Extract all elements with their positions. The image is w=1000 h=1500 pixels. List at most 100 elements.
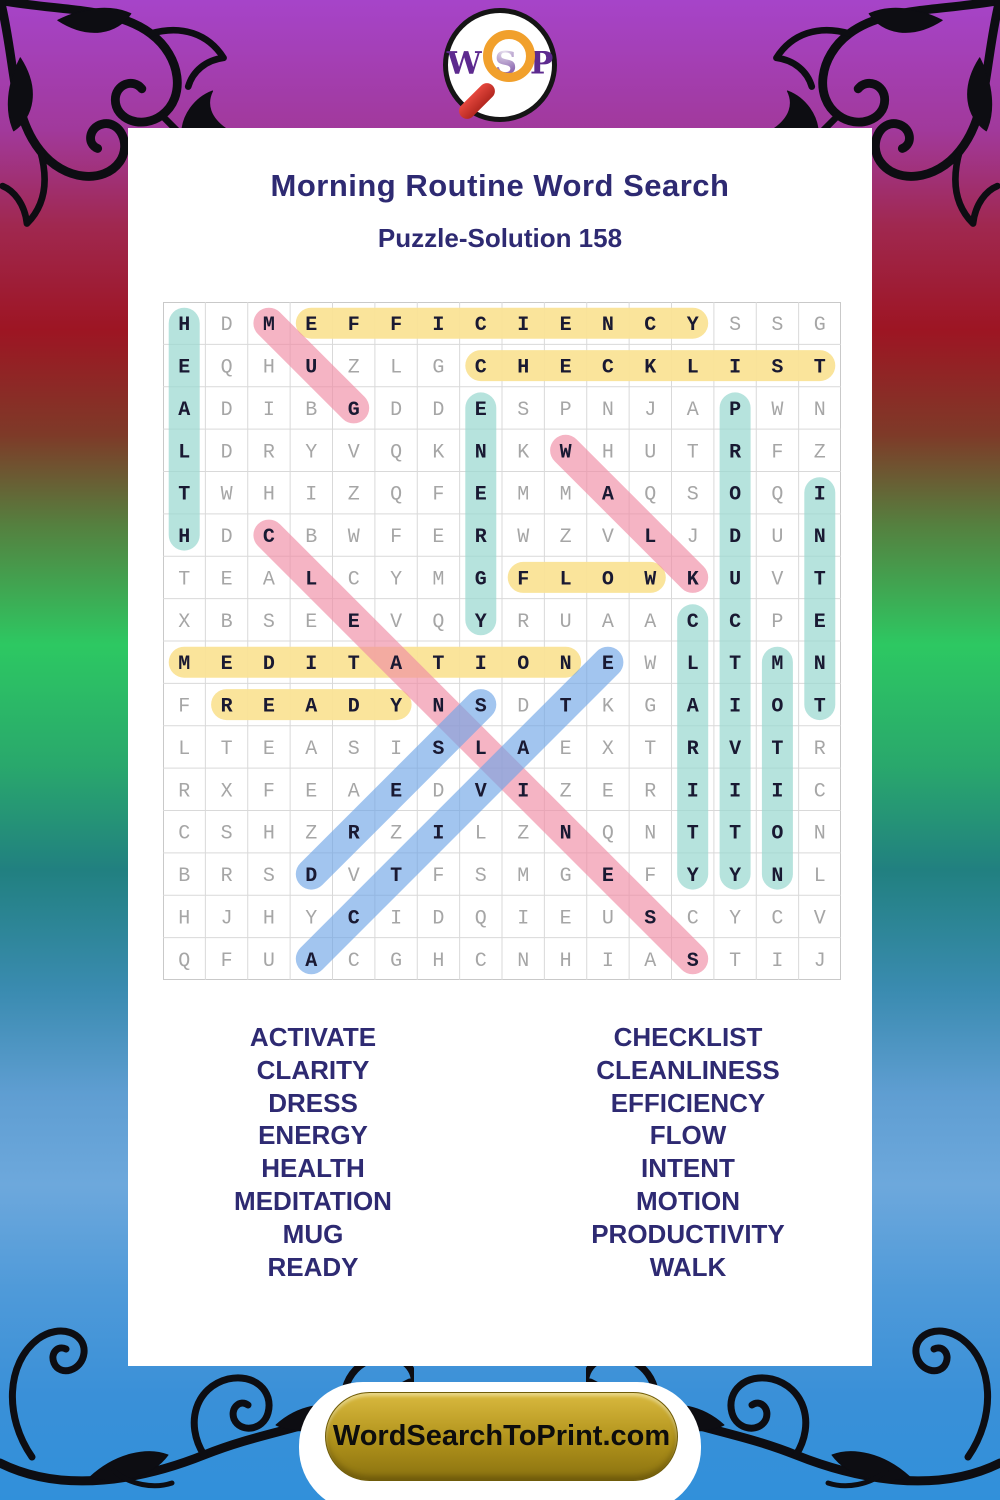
- grid-cell: C: [475, 314, 487, 337]
- grid-cell: I: [602, 950, 614, 973]
- grid-cell: A: [517, 738, 529, 761]
- grid-cell: R: [644, 780, 656, 803]
- grid-cell: U: [771, 526, 783, 549]
- solution-highlight: [550, 434, 709, 593]
- grid-cell: G: [432, 357, 444, 380]
- grid-cell: G: [644, 696, 656, 719]
- grid-cell: R: [221, 696, 233, 719]
- grid-cell: D: [263, 653, 275, 676]
- grid-cell: N: [644, 823, 656, 846]
- grid-cell: A: [305, 696, 317, 719]
- grid-cell: V: [390, 611, 402, 634]
- grid-cell: V: [602, 526, 614, 549]
- grid-cell: N: [771, 865, 783, 888]
- grid-cell: G: [390, 950, 402, 973]
- grid-cell: I: [305, 653, 317, 676]
- grid-cell: Y: [475, 611, 487, 634]
- grid-cell: L: [390, 357, 402, 380]
- grid-cell: O: [771, 823, 783, 846]
- word-list-item: CLEANLINESS: [596, 1054, 780, 1085]
- grid-cell: A: [305, 738, 317, 761]
- grid-cell: L: [305, 568, 317, 591]
- grid-cell: T: [687, 823, 699, 846]
- grid-cell: S: [644, 907, 656, 930]
- grid-cell: E: [475, 399, 487, 422]
- grid-cell: I: [432, 314, 444, 337]
- grid-cell: F: [348, 314, 360, 337]
- grid-cell: R: [687, 738, 699, 761]
- grid-cell: T: [390, 865, 402, 888]
- grid-cell: K: [644, 357, 656, 380]
- grid-cell: T: [644, 738, 656, 761]
- grid-cell: H: [178, 526, 190, 549]
- grid-cell: E: [560, 357, 572, 380]
- grid-cell: F: [771, 441, 783, 464]
- grid-cell: H: [432, 950, 444, 973]
- grid-cell: R: [348, 823, 360, 846]
- grid-cell: D: [221, 399, 233, 422]
- grid-cell: N: [475, 441, 487, 464]
- grid-cell: Q: [771, 484, 783, 507]
- solution-highlight: [295, 689, 497, 890]
- grid-cell: L: [814, 865, 826, 888]
- word-list-item: ENERGY: [258, 1120, 368, 1151]
- solution-highlight: [253, 307, 370, 424]
- grid-cell: J: [814, 950, 826, 973]
- grid-cell: N: [560, 653, 572, 676]
- grid-cell: A: [390, 653, 402, 676]
- grid-cell: M: [517, 865, 529, 888]
- grid-cell: E: [602, 653, 614, 676]
- grid-cell: N: [814, 399, 826, 422]
- grid-cell: A: [602, 484, 614, 507]
- word-list-item: INTENT: [641, 1153, 735, 1184]
- grid-cell: A: [644, 950, 656, 973]
- site-link-button[interactable]: WordSearchToPrint.com: [325, 1392, 678, 1481]
- puzzle-card: Morning Routine Word Search Puzzle-Solut…: [128, 128, 872, 1366]
- grid-cell: E: [221, 568, 233, 591]
- grid-cell: I: [390, 907, 402, 930]
- grid-cell: I: [771, 780, 783, 803]
- grid-cell: S: [263, 611, 275, 634]
- grid-cell: T: [814, 357, 826, 380]
- grid-cell: H: [560, 950, 572, 973]
- grid-cell: W: [560, 441, 572, 464]
- grid-cell: V: [729, 738, 741, 761]
- grid-cell: W: [771, 399, 783, 422]
- grid-cell: V: [771, 568, 783, 591]
- grid-cell: S: [348, 738, 360, 761]
- grid-cell: B: [305, 526, 317, 549]
- grid-cell: Y: [687, 314, 699, 337]
- grid-cell: Q: [221, 357, 233, 380]
- grid-cell: X: [178, 611, 190, 634]
- grid-cell: H: [517, 357, 529, 380]
- word-list-item: CHECKLIST: [613, 1022, 763, 1052]
- grid-cell: T: [221, 738, 233, 761]
- grid-cell: B: [305, 399, 317, 422]
- grid-cell: E: [263, 696, 275, 719]
- grid-cell: Z: [348, 357, 360, 380]
- word-list-item: PRODUCTIVITY: [591, 1218, 785, 1249]
- grid-cell: I: [432, 823, 444, 846]
- grid-cell: K: [602, 696, 614, 719]
- grid-cell: T: [687, 441, 699, 464]
- grid-cell: I: [729, 357, 741, 380]
- grid-cell: H: [263, 823, 275, 846]
- grid-cell: A: [644, 611, 656, 634]
- grid-cell: I: [305, 484, 317, 507]
- grid-cell: W: [644, 568, 656, 591]
- grid-cell: A: [263, 568, 275, 591]
- grid-cell: O: [517, 653, 529, 676]
- grid-cell: V: [348, 441, 360, 464]
- grid-cell: I: [263, 399, 275, 422]
- grid-cell: N: [602, 314, 614, 337]
- grid-cell: S: [771, 357, 783, 380]
- grid-cell: E: [814, 611, 826, 634]
- grid-cell: Q: [390, 441, 402, 464]
- grid-cell: S: [221, 823, 233, 846]
- grid-cell: Y: [729, 865, 741, 888]
- grid-cell: X: [221, 780, 233, 803]
- grid-cell: C: [263, 526, 275, 549]
- grid-cell: N: [602, 399, 614, 422]
- grid-cell: Q: [602, 823, 614, 846]
- grid-cell: D: [432, 780, 444, 803]
